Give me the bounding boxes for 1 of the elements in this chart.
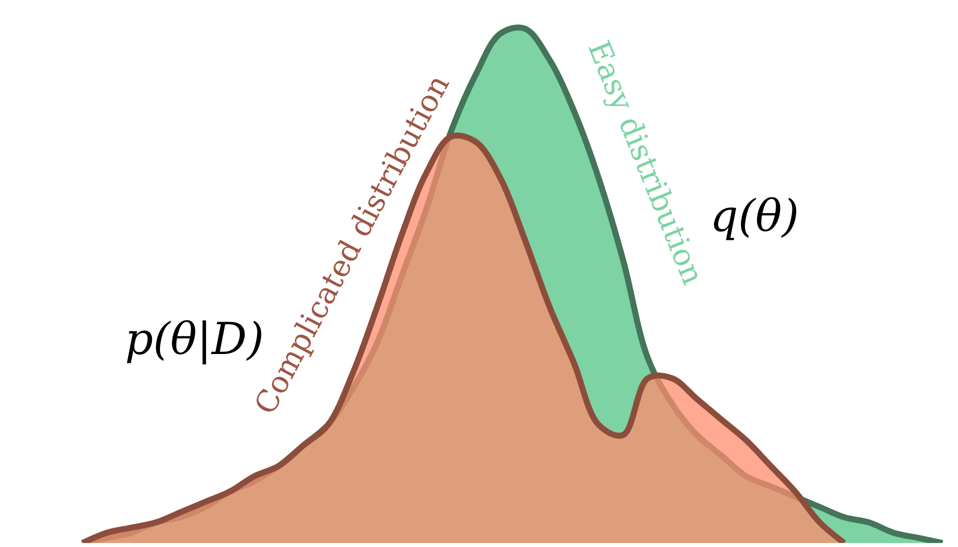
text: q(θ): [710, 191, 799, 242]
